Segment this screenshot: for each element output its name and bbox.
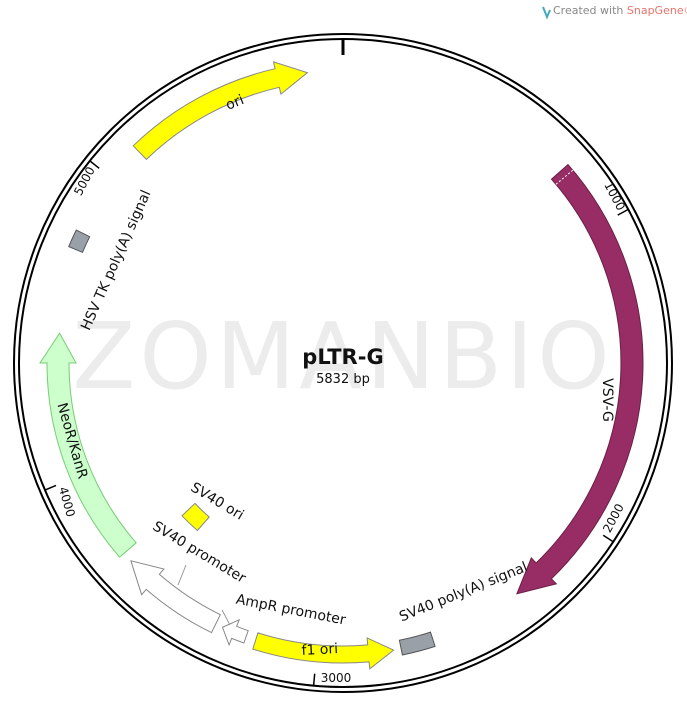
feature-label: VSV-G	[599, 378, 615, 422]
feature-arrow	[39, 332, 137, 558]
tick-mark	[617, 208, 629, 216]
feature-arrow	[181, 502, 210, 532]
feature-arrow	[252, 632, 395, 670]
feature-label: SV40 poly(A) signal	[397, 559, 530, 625]
feature-label: f1 ori	[301, 641, 338, 659]
credit-text: Created with	[553, 4, 623, 17]
tick-mark	[89, 160, 100, 169]
watermark: ZOMANBIO	[72, 303, 613, 410]
feature-arrow	[130, 560, 221, 634]
feature-label: AmpR promoter	[235, 592, 347, 629]
leader-line	[177, 564, 187, 586]
tick-label: 4000	[56, 485, 78, 518]
tick-label: 1000	[601, 179, 628, 213]
plasmid-length: 5832 bp	[316, 372, 370, 387]
backbone-outer	[13, 33, 673, 693]
feature-arrow	[398, 631, 436, 656]
feature-label: ori	[224, 92, 247, 114]
header-credit: Created with SnapGene®	[553, 4, 687, 17]
leader-line	[221, 609, 231, 626]
tick-mark	[312, 673, 316, 686]
feature-arrow	[221, 618, 249, 647]
tick-label: 3000	[321, 671, 352, 685]
feature-arrow	[68, 229, 91, 254]
features	[39, 61, 644, 670]
feature-arrow	[132, 61, 309, 161]
tick-mark	[44, 484, 57, 491]
tick-mark	[602, 534, 614, 543]
logo	[542, 6, 551, 20]
credit-brand: SnapGene®	[627, 4, 687, 17]
plasmid-name: pLTR-G	[302, 345, 383, 369]
feature-arrow	[516, 163, 644, 595]
